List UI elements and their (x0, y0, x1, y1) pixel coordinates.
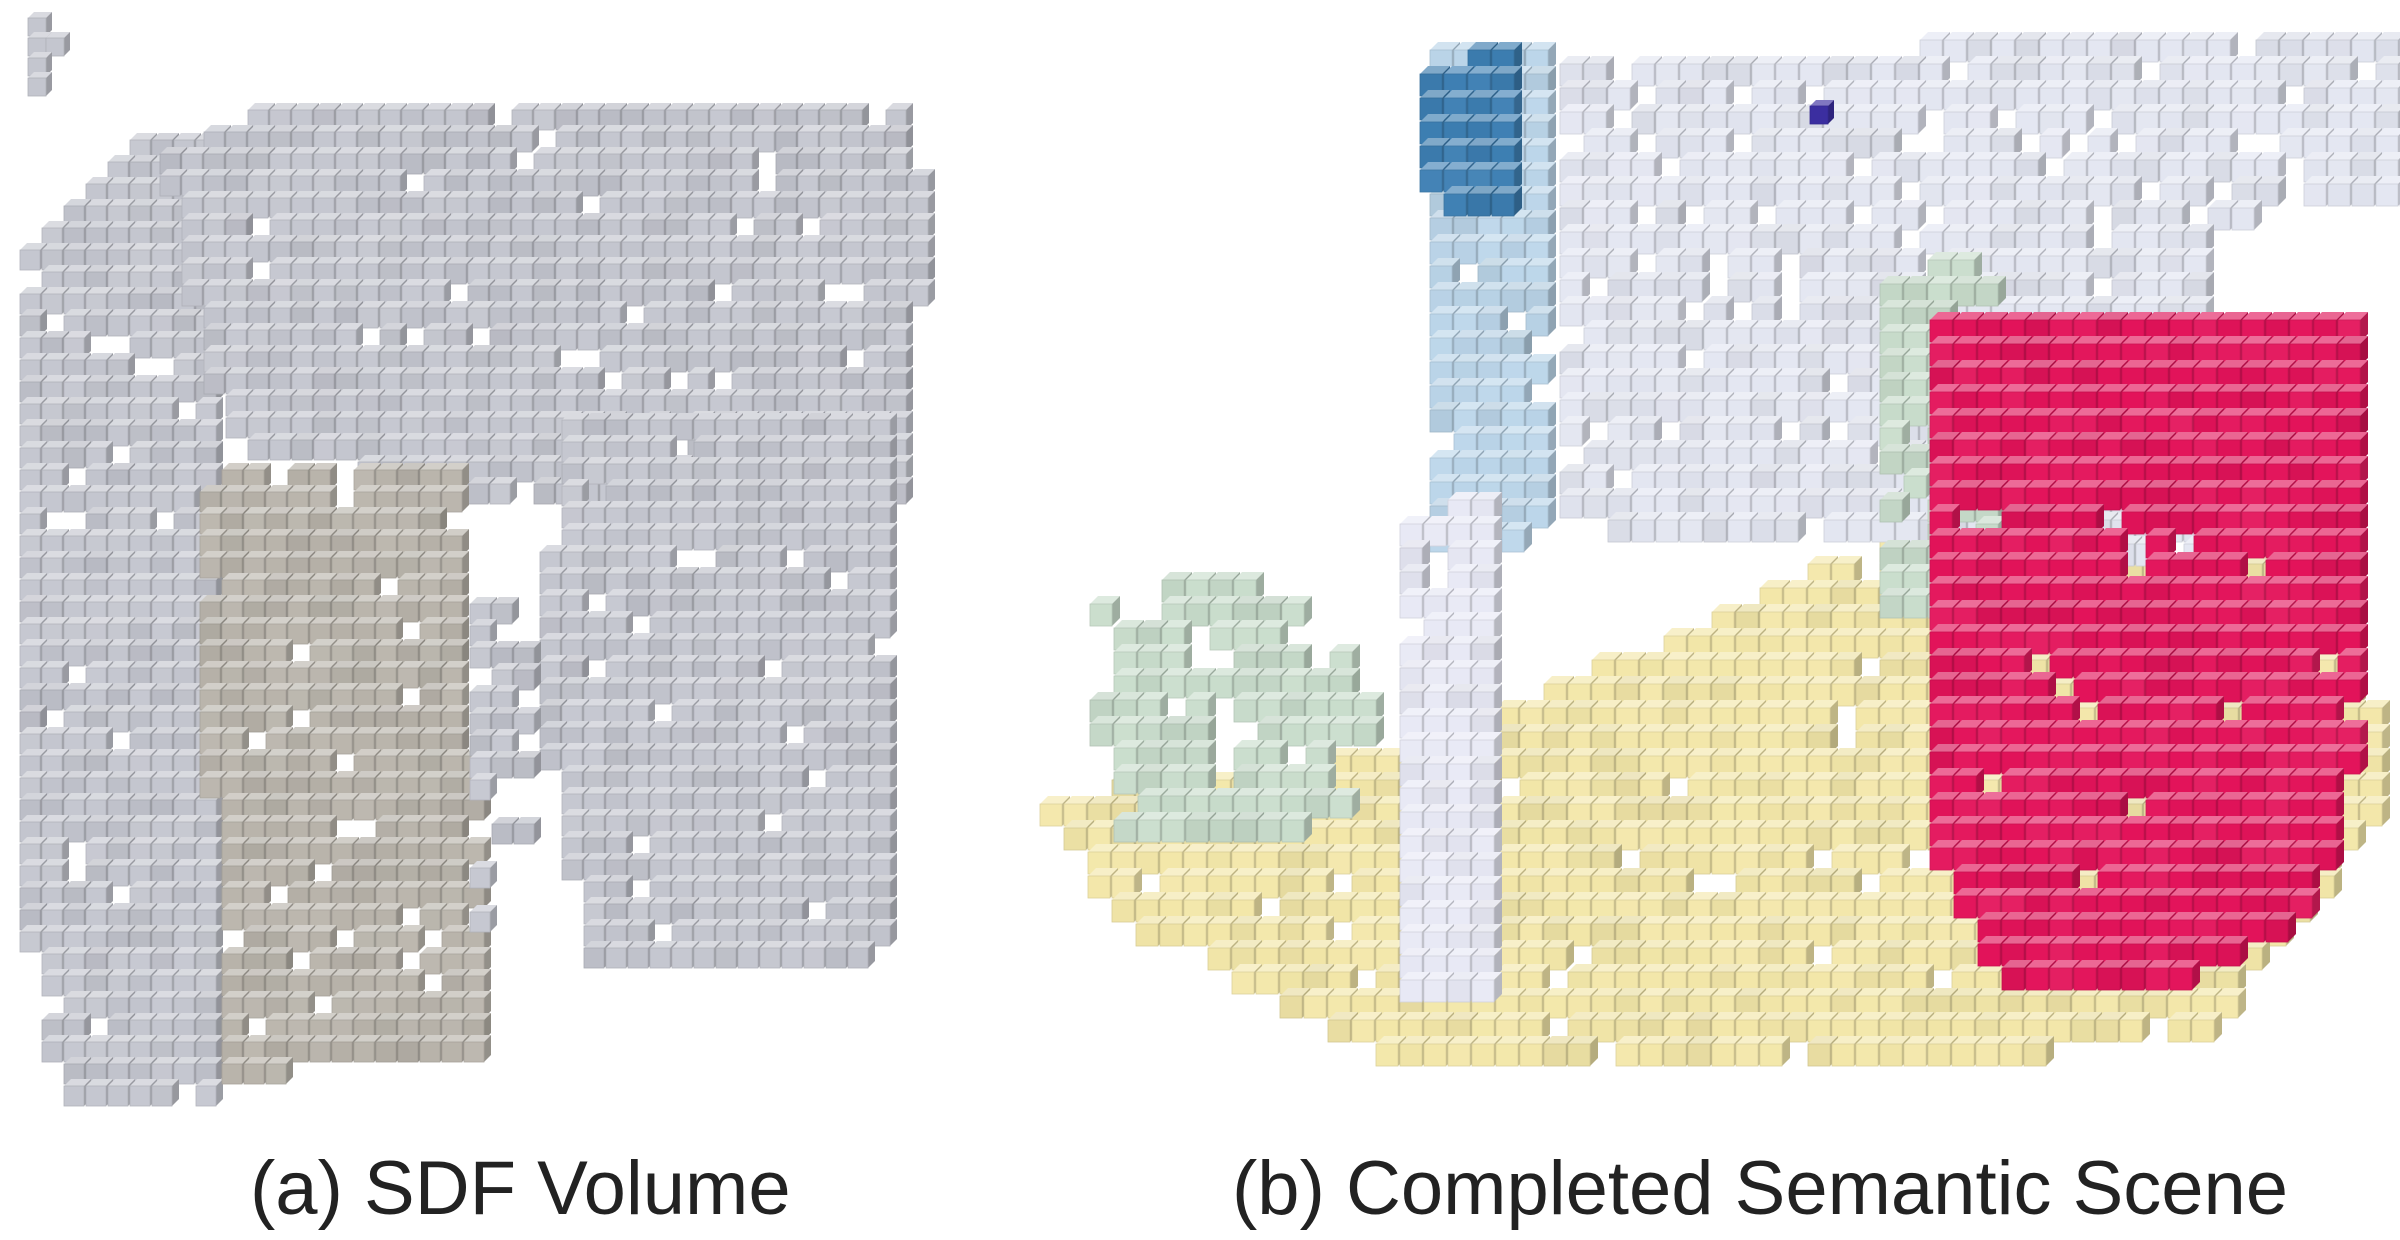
voxel-wall (1559, 416, 1590, 447)
voxel-sofa (2217, 936, 2248, 967)
voxel-wall (2375, 176, 2400, 207)
voxel-sdf (195, 1057, 223, 1085)
voxel-sdf (27, 72, 52, 97)
voxel-sdf (489, 477, 517, 505)
voxel-furniture (1329, 788, 1360, 819)
sdf-volume-panel (0, 0, 960, 1130)
voxel-floor (2023, 1036, 2054, 1067)
voxel-furniture (1089, 596, 1120, 627)
voxel-sdf (45, 32, 70, 57)
voxel-floor (2191, 1012, 2222, 1043)
voxel-sdf (469, 905, 497, 933)
voxel-sdf (441, 463, 469, 491)
voxel-sdf (397, 925, 425, 953)
voxel-sdf (869, 743, 897, 771)
voxel-object (1809, 100, 1834, 125)
voxel-sdf (441, 485, 469, 513)
sdf-volume-voxel-render (19, 12, 935, 1107)
voxel-sdf (27, 12, 52, 37)
voxel-sdf (825, 941, 853, 969)
voxel-sdf (847, 941, 875, 969)
voxel-furniture (1879, 492, 1910, 523)
voxel-window (1491, 186, 1522, 217)
voxel-sdf (195, 1079, 223, 1107)
voxel-wall (2231, 200, 2262, 231)
voxel-sdf (27, 52, 52, 77)
voxel-furniture (1975, 276, 2006, 307)
caption-sdf-volume: (a) SDF Volume (250, 1146, 791, 1231)
voxel-sdf (265, 1057, 293, 1085)
voxel-floor (1759, 1036, 1790, 1067)
voxel-sdf (247, 433, 275, 461)
voxel-sdf (469, 861, 497, 889)
semantic-scene-voxel-render (1039, 32, 2400, 1067)
voxel-sdf (513, 751, 541, 779)
caption-completed-semantic-scene: (b) Completed Semantic Scene (1232, 1146, 2289, 1231)
voxel-furniture (1281, 812, 1312, 843)
voxel-furniture (1353, 716, 1384, 747)
voxel-sdf (151, 1079, 179, 1107)
voxel-floor (1567, 1036, 1598, 1067)
voxel-sdf (331, 1035, 359, 1063)
voxel-floor (2119, 1012, 2150, 1043)
voxel-sdf (869, 611, 897, 639)
voxel-wall (1775, 512, 1806, 543)
voxel-sdf (469, 773, 497, 801)
semantic-scene-panel (1000, 0, 2400, 1130)
voxel-sofa (2169, 960, 2200, 991)
voxel-window (1501, 522, 1532, 553)
voxel-sdf (463, 1035, 491, 1063)
voxel-sdf (869, 809, 897, 837)
voxel-sdf (513, 817, 541, 845)
voxel-wall (1471, 972, 1502, 1003)
voxel-sofa (2265, 912, 2296, 943)
